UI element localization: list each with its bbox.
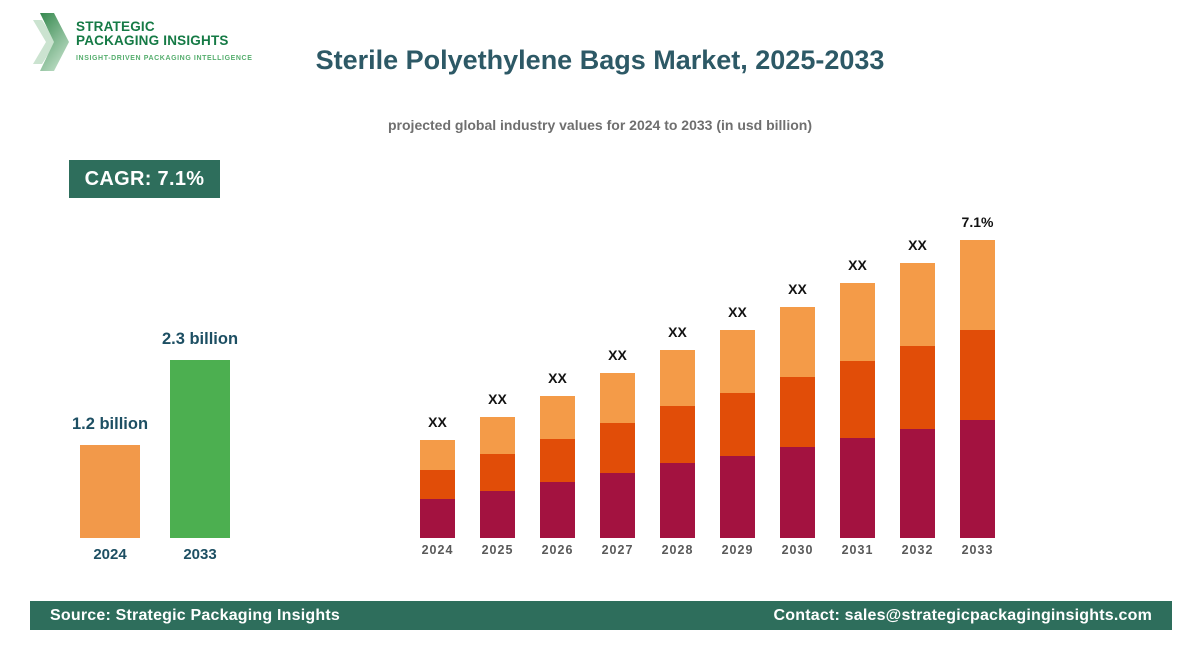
mini-bar-2024 — [80, 445, 140, 538]
chevron-arrow-icon — [33, 13, 69, 71]
stack-segment-top-2028 — [660, 350, 695, 406]
mini-axis-year-label: 2033 — [183, 546, 217, 563]
stack-bar-top-label: XX — [428, 414, 447, 430]
stack-segment-top-2031 — [840, 283, 875, 361]
stack-segment-bottom-2031 — [840, 438, 875, 538]
footer-contact: Contact: sales@strategicpackaginginsight… — [773, 606, 1152, 624]
stack-bar-top-label: XX — [788, 281, 807, 297]
stack-segment-middle-2025 — [480, 454, 515, 491]
stack-segment-middle-2028 — [660, 406, 695, 463]
stack-axis-year-label: 2033 — [961, 543, 994, 557]
stack-segment-bottom-2032 — [900, 429, 935, 538]
stack-segment-bottom-2027 — [600, 473, 635, 538]
stack-bar-top-label: XX — [608, 347, 627, 363]
stack-segment-middle-2031 — [840, 361, 875, 438]
mini-bar-value-label: 2.3 billion — [161, 330, 239, 348]
stack-segment-top-2027 — [600, 373, 635, 423]
stack-segment-middle-2032 — [900, 346, 935, 429]
stack-bar-top-label: XX — [728, 304, 747, 320]
stack-axis-year-label: 2031 — [841, 543, 874, 557]
stack-segment-bottom-2026 — [540, 482, 575, 538]
stack-axis-year-label: 2029 — [721, 543, 754, 557]
footer-source: Source: Strategic Packaging Insights — [50, 606, 340, 624]
stack-segment-bottom-2028 — [660, 463, 695, 538]
stack-axis-year-label: 2026 — [541, 543, 574, 557]
stack-bar-top-label: XX — [488, 391, 507, 407]
stack-axis-year-label: 2027 — [601, 543, 634, 557]
brand-logo: STRATEGIC PACKAGING INSIGHTS INSIGHT-DRI… — [33, 12, 252, 72]
brand-name-line1: STRATEGIC — [76, 19, 155, 34]
stack-axis-year-label: 2032 — [901, 543, 934, 557]
page-subtitle: projected global industry values for 202… — [388, 117, 812, 133]
stack-segment-bottom-2030 — [780, 447, 815, 538]
stack-bar-top-label: XX — [848, 257, 867, 273]
stack-bar-top-label: 7.1% — [961, 214, 994, 230]
stack-segment-top-2025 — [480, 417, 515, 454]
mini-axis-year-label: 2024 — [93, 546, 127, 563]
stack-segment-bottom-2029 — [720, 456, 755, 538]
stack-axis-year-label: 2025 — [481, 543, 514, 557]
stack-bar-top-label: XX — [668, 324, 687, 340]
stack-axis-year-label: 2028 — [661, 543, 694, 557]
stack-segment-bottom-2033 — [960, 420, 995, 538]
stack-segment-middle-2033 — [960, 330, 995, 420]
stack-segment-bottom-2024 — [420, 499, 455, 538]
stack-segment-top-2032 — [900, 263, 935, 346]
stack-segment-middle-2029 — [720, 393, 755, 456]
page-title: Sterile Polyethylene Bags Market, 2025-2… — [315, 45, 885, 75]
footer-bar: Source: Strategic Packaging Insights Con… — [30, 601, 1172, 630]
stack-segment-bottom-2025 — [480, 491, 515, 538]
stack-segment-top-2029 — [720, 330, 755, 393]
stack-axis-year-label: 2030 — [781, 543, 814, 557]
stack-segment-middle-2024 — [420, 470, 455, 499]
mini-bar-value-label: 1.2 billion — [71, 415, 149, 433]
stack-bar-top-label: XX — [908, 237, 927, 253]
cagr-badge: CAGR: 7.1% — [69, 160, 220, 198]
brand-tagline: INSIGHT-DRIVEN PACKAGING INTELLIGENCE — [76, 55, 253, 62]
stack-segment-top-2024 — [420, 440, 455, 470]
mini-bar-2033 — [170, 360, 230, 538]
stack-segment-middle-2026 — [540, 439, 575, 482]
brand-text: STRATEGIC PACKAGING INSIGHTS INSIGHT-DRI… — [76, 12, 253, 63]
stack-axis-year-label: 2024 — [421, 543, 454, 557]
stack-segment-middle-2027 — [600, 423, 635, 473]
stack-segment-top-2030 — [780, 307, 815, 377]
stack-segment-top-2026 — [540, 396, 575, 439]
stack-segment-middle-2030 — [780, 377, 815, 447]
stack-segment-top-2033 — [960, 240, 995, 330]
stack-bar-top-label: XX — [548, 370, 567, 386]
brand-name-line2: PACKAGING INSIGHTS — [76, 33, 229, 48]
